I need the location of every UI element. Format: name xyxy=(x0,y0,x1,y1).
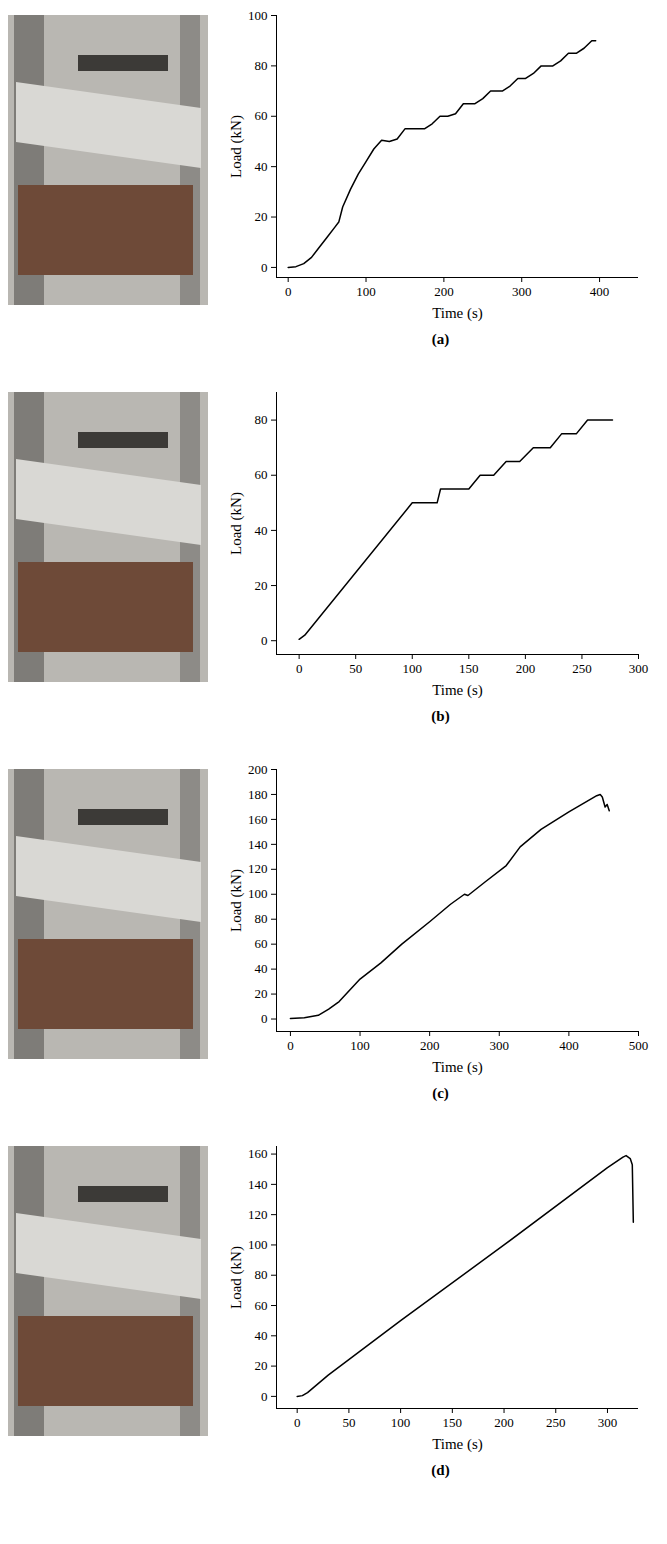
html-text:(d): (d) xyxy=(431,1462,450,1478)
svg-text:200: 200 xyxy=(494,1415,514,1430)
svg-text:100: 100 xyxy=(403,661,423,676)
html-text:(b): (b) xyxy=(431,708,450,724)
svg-text:20: 20 xyxy=(255,578,268,593)
svg-text:0: 0 xyxy=(261,1389,268,1404)
svg-text:140: 140 xyxy=(248,1177,268,1192)
svg-text:Time (s): Time (s) xyxy=(432,1436,483,1453)
svg-text:100: 100 xyxy=(391,1415,411,1430)
svg-text:500: 500 xyxy=(629,1038,649,1053)
svg-text:60: 60 xyxy=(255,467,268,482)
svg-text:Load (kN): Load (kN) xyxy=(228,869,245,932)
svg-text:300: 300 xyxy=(512,284,532,299)
svg-text:200: 200 xyxy=(420,1038,440,1053)
svg-text:180: 180 xyxy=(248,787,268,802)
svg-text:140: 140 xyxy=(248,837,268,852)
svg-text:50: 50 xyxy=(349,661,362,676)
svg-text:20: 20 xyxy=(255,1358,268,1373)
svg-text:0: 0 xyxy=(296,661,303,676)
svg-text:0: 0 xyxy=(261,1011,268,1026)
svg-text:300: 300 xyxy=(490,1038,510,1053)
svg-text:Time (s): Time (s) xyxy=(432,1059,483,1076)
svg-text:Load (kN): Load (kN) xyxy=(228,492,245,555)
svg-text:80: 80 xyxy=(255,1267,268,1282)
svg-text:300: 300 xyxy=(629,661,649,676)
svg-text:150: 150 xyxy=(443,1415,463,1430)
svg-text:40: 40 xyxy=(255,159,268,174)
svg-text:100: 100 xyxy=(248,8,268,23)
svg-text:250: 250 xyxy=(546,1415,566,1430)
svg-text:160: 160 xyxy=(248,812,268,827)
svg-text:40: 40 xyxy=(255,523,268,538)
svg-text:300: 300 xyxy=(598,1415,618,1430)
svg-text:100: 100 xyxy=(248,1237,268,1252)
svg-text:40: 40 xyxy=(255,961,268,976)
html-text:(c): (c) xyxy=(432,1085,449,1101)
svg-text:200: 200 xyxy=(248,762,268,777)
svg-text:0: 0 xyxy=(285,284,292,299)
svg-text:60: 60 xyxy=(255,1298,268,1313)
svg-text:80: 80 xyxy=(255,412,268,427)
svg-text:100: 100 xyxy=(356,284,376,299)
svg-text:60: 60 xyxy=(255,936,268,951)
svg-text:120: 120 xyxy=(248,861,268,876)
svg-text:20: 20 xyxy=(255,986,268,1001)
svg-text:Load (kN): Load (kN) xyxy=(228,1246,245,1309)
svg-text:Load (kN): Load (kN) xyxy=(228,115,245,178)
svg-text:250: 250 xyxy=(572,661,592,676)
svg-text:40: 40 xyxy=(255,1328,268,1343)
svg-text:120: 120 xyxy=(248,1207,268,1222)
svg-text:Time (s): Time (s) xyxy=(432,682,483,699)
svg-text:50: 50 xyxy=(342,1415,355,1430)
svg-text:100: 100 xyxy=(248,886,268,901)
svg-text:80: 80 xyxy=(255,911,268,926)
svg-text:400: 400 xyxy=(559,1038,579,1053)
svg-text:100: 100 xyxy=(350,1038,370,1053)
svg-text:0: 0 xyxy=(294,1415,301,1430)
svg-text:20: 20 xyxy=(255,209,268,224)
svg-text:0: 0 xyxy=(287,1038,294,1053)
svg-text:200: 200 xyxy=(516,661,536,676)
svg-text:80: 80 xyxy=(255,58,268,73)
svg-text:0: 0 xyxy=(261,633,268,648)
svg-text:160: 160 xyxy=(248,1146,268,1161)
html-text:(a): (a) xyxy=(431,331,450,347)
svg-text:0: 0 xyxy=(261,260,268,275)
svg-text:400: 400 xyxy=(590,284,610,299)
svg-text:150: 150 xyxy=(459,661,479,676)
svg-text:200: 200 xyxy=(434,284,454,299)
svg-text:60: 60 xyxy=(255,108,268,123)
svg-text:Time (s): Time (s) xyxy=(432,305,483,322)
